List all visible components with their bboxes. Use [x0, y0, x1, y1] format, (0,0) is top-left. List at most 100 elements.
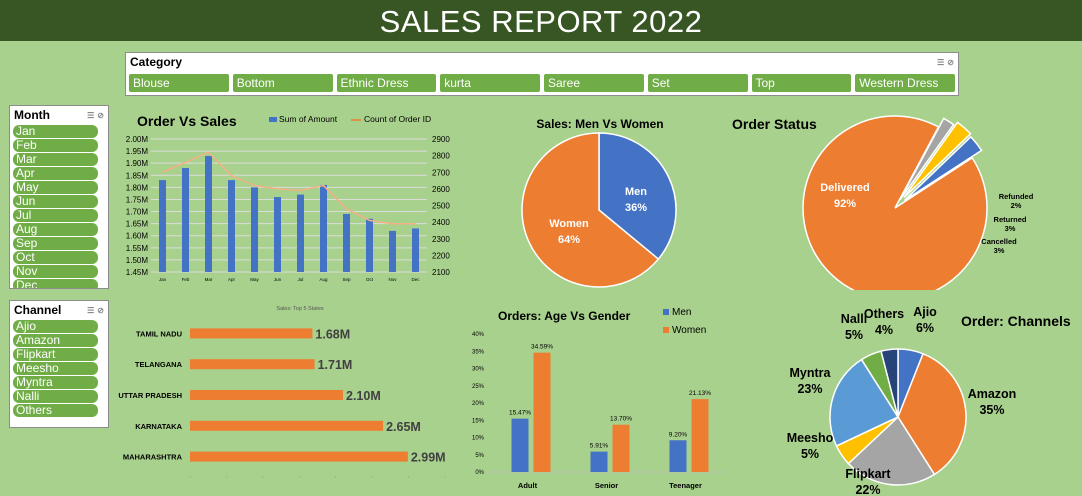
value-label: 1.68M — [315, 327, 350, 341]
y-right-tick: 2400 — [432, 218, 450, 227]
bar-jul — [297, 194, 304, 272]
clear-filter-icon[interactable]: ⊘ — [947, 57, 954, 67]
value-label: 2.10M — [346, 389, 381, 403]
category-item-kurta[interactable]: kurta — [440, 74, 540, 92]
month-item-jan[interactable]: Jan — [13, 125, 98, 138]
y-tick: MAHARASHTRA — [123, 453, 183, 462]
y-right-tick: 2700 — [432, 168, 450, 177]
bar-maharashtra — [190, 451, 408, 462]
y-left-tick: 1.90M — [126, 159, 149, 168]
bar-apr — [228, 180, 235, 272]
y-tick: UTTAR PRADESH — [118, 391, 182, 400]
month-item-mar[interactable]: Mar — [13, 153, 98, 166]
y-tick: 20% — [472, 401, 485, 407]
channel-item-myntra[interactable]: Myntra — [13, 376, 98, 389]
y-tick: TAMIL NADU — [136, 329, 182, 338]
month-item-apr[interactable]: Apr — [13, 167, 98, 180]
bar-karnataka — [190, 420, 384, 431]
label-others: Others — [864, 307, 904, 321]
channel-item-ajio[interactable]: Ajio — [13, 320, 98, 333]
x-tick: Jun — [274, 277, 282, 282]
x-tick: Adult — [518, 481, 538, 490]
multi-select-icon[interactable]: ☰ — [87, 110, 95, 120]
chart-title: Order: Channels — [961, 313, 1071, 329]
channel-item-meesho[interactable]: Meesho — [13, 362, 98, 375]
label-meesho: Meesho — [787, 431, 834, 445]
y-right-tick: 2500 — [432, 202, 450, 211]
label-men: Men — [625, 186, 647, 198]
bar-sep — [343, 213, 350, 272]
bar-jan — [159, 180, 166, 272]
chart-title: Sales: Top 5 States — [276, 306, 324, 312]
x-tick: Senior — [595, 481, 618, 490]
value-label: 21.13% — [689, 390, 711, 397]
bar-teenager-men — [669, 440, 687, 472]
legend-count: Count of Order ID — [364, 114, 431, 124]
label-ajio: Ajio — [913, 305, 937, 319]
y-tick: KARNATAKA — [135, 422, 182, 431]
month-item-dec[interactable]: Dec — [13, 279, 98, 288]
legend-amount: Sum of Amount — [279, 114, 338, 124]
channel-item-nalli[interactable]: Nalli — [13, 390, 98, 403]
month-item-oct[interactable]: Oct — [13, 251, 98, 264]
bar-adult-women — [533, 352, 551, 472]
category-slicer-title: Category — [130, 55, 183, 69]
legend-swatch-men — [663, 309, 669, 315]
category-item-blouse[interactable]: Blouse — [129, 74, 229, 92]
x-tick: Sep — [342, 277, 351, 282]
channels-chart: Order: Channels Ajio 6% Amazon 35% Flipkart 22… — [787, 305, 1071, 496]
label-delivered: Delivered — [820, 182, 870, 194]
bar-aug — [320, 184, 327, 272]
line-order-count — [162, 151, 416, 225]
month-item-feb[interactable]: Feb — [13, 139, 98, 152]
clear-filter-icon[interactable]: ⊘ — [97, 305, 104, 315]
channel-slicer-title: Channel — [14, 303, 62, 317]
channel-item-flipkart[interactable]: Flipkart — [13, 348, 98, 361]
x-tick: Jan — [159, 277, 167, 282]
order-vs-sales-chart: Order Vs Sales 1.45M 1.50M 1.55M 1.60M 1.65M 1… — [126, 113, 451, 282]
bar-tamil-nadu — [190, 328, 313, 339]
month-item-sep[interactable]: Sep — [13, 237, 98, 250]
top-states-chart: Sales: Top 5 States TAMIL NADU 1.68M TELANG… — [118, 306, 446, 478]
label-women: Women — [549, 218, 589, 230]
y-left-tick: 1.85M — [126, 171, 149, 180]
value-cancelled: 3% — [994, 246, 1005, 255]
bar-senior-men — [590, 451, 608, 472]
multi-select-icon[interactable]: ☰ — [937, 57, 945, 67]
month-item-may[interactable]: May — [13, 181, 98, 194]
y-right-tick: 2300 — [432, 235, 450, 244]
clear-filter-icon[interactable]: ⊘ — [97, 110, 104, 120]
chart-title: Orders: Age Vs Gender — [498, 309, 631, 323]
month-item-jul[interactable]: Jul — [13, 209, 98, 222]
month-item-nov[interactable]: Nov — [13, 265, 98, 278]
value-label: 13.70% — [610, 416, 632, 423]
channel-item-others[interactable]: Others — [13, 404, 98, 417]
value-label: 2.99M — [411, 451, 446, 465]
status-slice-delivered — [802, 115, 988, 290]
month-item-aug[interactable]: Aug — [13, 223, 98, 236]
legend-men: Men — [672, 307, 691, 318]
category-item-western-dress[interactable]: Western Dress — [855, 74, 955, 92]
category-item-saree[interactable]: Saree — [544, 74, 644, 92]
category-item-bottom[interactable]: Bottom — [232, 74, 333, 92]
value-women: 64% — [558, 234, 580, 246]
bar-senior-women — [612, 424, 630, 472]
month-item-jun[interactable]: Jun — [13, 195, 98, 208]
multi-select-icon[interactable]: ☰ — [87, 305, 95, 315]
bar-teenager-women — [691, 399, 709, 472]
month-slicer-title: Month — [14, 108, 50, 122]
x-tick: Dec — [411, 277, 420, 282]
category-item-set[interactable]: Set — [647, 74, 748, 92]
bar-uttar-pradesh — [190, 390, 343, 400]
category-item-ethnic-dress[interactable]: Ethnic Dress — [336, 74, 437, 92]
y-tick: 40% — [472, 332, 485, 338]
category-item-top[interactable]: Top — [751, 74, 852, 92]
status-slice-cancelled — [903, 135, 983, 202]
channel-item-amazon[interactable]: Amazon — [13, 334, 98, 347]
label-refunded: Refunded — [999, 192, 1034, 201]
gender-slice-men — [598, 132, 677, 261]
report-title: SALES REPORT 2022 — [0, 0, 1082, 41]
y-tick: 25% — [472, 384, 485, 390]
label-amazon: Amazon — [968, 387, 1017, 401]
x-tick: May — [250, 277, 259, 282]
